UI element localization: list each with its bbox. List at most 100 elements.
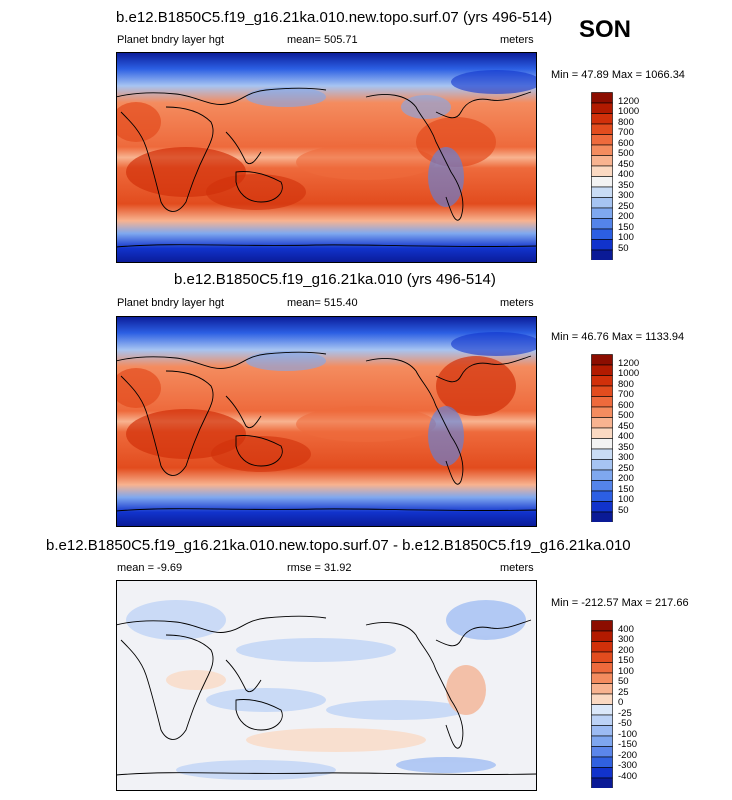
panel-3-colorbar [591,620,613,788]
colorbar-tick-label: 100 [618,665,634,677]
colorbar-box [591,134,613,146]
colorbar-tick-label: -25 [618,707,632,719]
colorbar-tick-label: 100 [618,232,634,243]
colorbar-tick-label: 1200 [618,357,640,369]
colorbar-box [591,735,613,747]
colorbar-tick-label: 200 [618,211,634,222]
colorbar-box [591,672,613,684]
colorbar-box [591,459,613,471]
colorbar-tick-label: -150 [618,739,638,750]
colorbar-tick-label: 350 [618,441,634,453]
colorbar-box [591,92,613,104]
colorbar-box [591,207,613,219]
colorbar-tick-label: 700 [618,389,634,400]
colorbar-box [591,767,613,779]
season-label: SON [579,16,632,43]
colorbar-tick-label: 800 [618,116,634,128]
panel-1-variable-label: Planet bndry layer hgt [117,34,225,46]
colorbar-tick-label: 250 [618,200,634,212]
panel-3-map [116,580,537,791]
colorbar-tick-label: 25 [618,686,629,698]
colorbar-box [591,714,613,726]
colorbar-tick-label: 500 [618,148,634,159]
colorbar-box [591,197,613,209]
colorbar-tick-label: 150 [618,221,634,233]
colorbar-box [591,427,613,439]
colorbar-box [591,469,613,481]
colorbar-box [591,375,613,387]
colorbar-box [591,176,613,188]
colorbar-box [591,501,613,513]
panel-2-map [116,316,537,527]
panel-3-units-label: meters [500,562,534,574]
colorbar-tick-label: -100 [618,728,638,740]
panel-1-map [116,52,537,263]
colorbar-tick-label: 300 [618,634,634,645]
colorbar-box [591,102,613,114]
colorbar-box [591,228,613,240]
colorbar-tick-label: 50 [618,676,629,687]
panel-3-colorbar-boxes [591,620,613,788]
colorbar-box [591,385,613,397]
colorbar-box [591,155,613,167]
panel-3-mean-label: mean = -9.69 [117,562,183,574]
colorbar-tick-label: 700 [618,127,634,138]
colorbar-box [591,123,613,135]
colorbar-tick-label: 250 [618,462,634,474]
colorbar-box [591,396,613,408]
colorbar-tick-label: 0 [618,697,624,708]
colorbar-box [591,641,613,653]
panel-3-title: b.e12.B1850C5.f19_g16.21ka.010.new.topo.… [46,537,631,554]
colorbar-tick-label: -300 [618,760,638,771]
colorbar-tick-label: 400 [618,623,634,635]
panel-1-units-label: meters [500,34,534,46]
colorbar-box [591,364,613,376]
colorbar-tick-label: -50 [618,718,632,729]
colorbar-box [591,725,613,737]
colorbar-box [591,165,613,177]
colorbar-tick-label: 50 [618,504,629,516]
colorbar-box [591,756,613,768]
colorbar-tick-label: 600 [618,137,634,149]
panel-1-minmax-label: Min = 47.89 Max = 1066.34 [551,69,685,81]
panel-1-title: b.e12.B1850C5.f19_g16.21ka.010.new.topo.… [116,9,553,26]
colorbar-box [591,239,613,251]
colorbar-tick-label: 100 [618,494,634,505]
colorbar-box [591,417,613,429]
colorbar-box [591,186,613,198]
colorbar-box [591,249,613,260]
panel-2-title: b.e12.B1850C5.f19_g16.21ka.010 (yrs 496-… [174,271,496,288]
colorbar-tick-label: 600 [618,399,634,411]
colorbar-box [591,448,613,460]
panel-2-variable-label: Planet bndry layer hgt [117,297,225,309]
colorbar-box [591,693,613,705]
panel-3-minmax-label: Min = -212.57 Max = 217.66 [551,597,689,609]
colorbar-tick-label: 400 [618,431,634,442]
colorbar-tick-label: 300 [618,452,634,463]
colorbar-tick-label: 300 [618,190,634,201]
colorbar-box [591,704,613,716]
colorbar-box [591,651,613,663]
colorbar-box [591,490,613,502]
panel-1-colorbar-boxes [591,92,613,260]
panel-2-minmax-label: Min = 46.76 Max = 1133.94 [551,331,685,343]
colorbar-box [591,777,613,788]
colorbar-box [591,662,613,674]
colorbar-tick-label: 800 [618,378,634,390]
colorbar-box [591,406,613,418]
colorbar-tick-label: 200 [618,644,634,656]
panel-1-colorbar [591,92,613,260]
panel-2-colorbar [591,354,613,522]
colorbar-box [591,113,613,125]
colorbar-box [591,746,613,758]
colorbar-box [591,218,613,230]
colorbar-tick-label: -400 [618,770,638,782]
colorbar-tick-label: 1000 [618,106,640,117]
colorbar-tick-label: 450 [618,158,634,170]
colorbar-tick-label: -200 [618,749,638,761]
panel-2-mean-label: mean= 515.40 [287,297,358,309]
colorbar-tick-label: 150 [618,483,634,495]
panel-3-rmse-label: rmse = 31.92 [287,562,352,574]
colorbar-tick-label: 1200 [618,95,640,107]
colorbar-tick-label: 400 [618,169,634,180]
